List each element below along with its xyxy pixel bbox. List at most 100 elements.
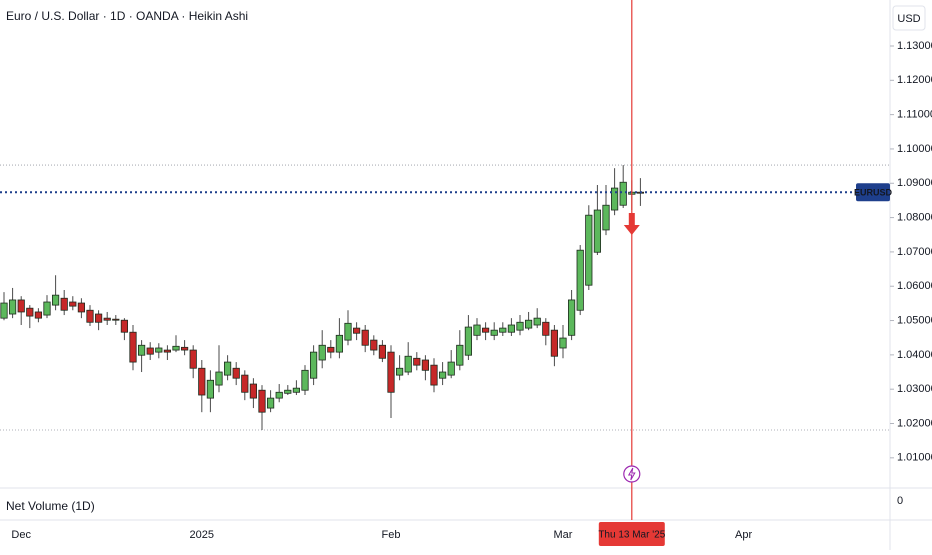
last-price-label: EURUSD xyxy=(854,188,893,198)
y-tick-label: 1.11000 xyxy=(897,109,932,121)
candle-body xyxy=(86,309,94,323)
candle-body xyxy=(559,337,567,349)
volume-title: Net Volume (1D) xyxy=(6,499,95,513)
candle-body xyxy=(413,357,421,366)
candle-body xyxy=(395,367,404,376)
candle-body xyxy=(284,389,292,394)
candle-body xyxy=(481,327,490,333)
candle-body xyxy=(473,324,481,336)
candle-body xyxy=(352,327,361,334)
candle-body xyxy=(0,302,8,319)
candle-body xyxy=(52,294,60,306)
candle-body xyxy=(137,344,146,356)
candle-body xyxy=(223,361,232,376)
y-tick-label: 1.08000 xyxy=(897,211,932,223)
candle-body xyxy=(95,313,103,323)
candle-body xyxy=(576,249,584,311)
candle-body xyxy=(456,344,464,366)
candle-body xyxy=(180,346,189,351)
candle-body xyxy=(378,344,387,359)
candle-body xyxy=(525,319,533,329)
candle-body xyxy=(447,361,455,376)
candle-body xyxy=(129,331,137,363)
candle-body xyxy=(120,319,128,333)
candle-body xyxy=(155,347,163,353)
candle-body xyxy=(206,379,214,399)
y-tick-label: 1.03000 xyxy=(897,383,932,395)
currency-label: USD xyxy=(897,13,920,25)
candle-body xyxy=(585,214,593,286)
chart-title: Euro / U.S. Dollar · 1D · OANDA · Heikin… xyxy=(6,9,248,23)
candle-body xyxy=(516,321,524,331)
sell-arrow xyxy=(623,213,640,235)
candle-body xyxy=(499,327,507,333)
candle-body xyxy=(301,369,309,391)
candle-body xyxy=(507,324,516,333)
y-tick-label: 1.01000 xyxy=(897,452,932,464)
x-tick-label: Dec xyxy=(11,529,31,541)
event-bolt xyxy=(627,467,636,481)
candle-body xyxy=(550,329,559,357)
candle-body xyxy=(189,349,197,369)
candle-body xyxy=(215,371,223,386)
x-tick-label: Feb xyxy=(382,529,401,541)
candle-body xyxy=(198,367,206,396)
candle-body xyxy=(34,311,43,319)
candle-body xyxy=(593,209,602,253)
candle-body xyxy=(430,364,438,386)
candle-body xyxy=(602,204,610,231)
candle-body xyxy=(344,322,352,341)
candle-body xyxy=(146,347,154,355)
candle-body xyxy=(542,321,550,336)
candle-body xyxy=(335,334,344,353)
candle-body xyxy=(232,367,240,379)
candle-body xyxy=(43,301,51,316)
candle-body xyxy=(103,317,111,321)
candle-body xyxy=(568,299,576,336)
y-tick-label: 1.09000 xyxy=(897,177,932,189)
candle-body xyxy=(241,374,249,393)
crosshair-date-badge xyxy=(598,522,665,546)
candle-body xyxy=(464,326,473,356)
candle-body xyxy=(60,297,68,311)
y-tick-label: 1.06000 xyxy=(897,280,932,292)
candle-body xyxy=(249,383,257,399)
candle-body xyxy=(275,391,283,399)
y-tick-label: 1.10000 xyxy=(897,143,932,155)
candle-body xyxy=(438,371,447,379)
currency-button[interactable] xyxy=(892,5,926,31)
candle-body xyxy=(490,329,498,336)
candle-body xyxy=(292,387,301,393)
y-tick-label: 1.04000 xyxy=(897,349,932,361)
candle-body xyxy=(17,299,25,313)
candle-body xyxy=(309,351,318,379)
y-tick-label: 1.13000 xyxy=(897,40,932,52)
candle-body xyxy=(327,346,335,353)
y-tick-label: 1.02000 xyxy=(897,417,932,429)
event-icon xyxy=(623,465,641,483)
candle-body xyxy=(172,345,180,351)
candle-body xyxy=(404,355,412,373)
x-tick-label: 2025 xyxy=(190,529,214,541)
y-tick-label: 1.07000 xyxy=(897,246,932,258)
candle-body xyxy=(258,389,266,413)
volume-tick-label: 0 xyxy=(897,495,903,507)
x-tick-label: Apr xyxy=(735,529,752,541)
candle-body xyxy=(370,339,378,351)
last-price-badge xyxy=(856,183,890,202)
x-tick-label: Mar xyxy=(554,529,573,541)
candle-body xyxy=(77,302,85,313)
candle-body xyxy=(611,187,619,211)
candle-body xyxy=(421,359,430,371)
y-tick-label: 1.05000 xyxy=(897,314,932,326)
candle-body xyxy=(619,181,627,206)
candle-body xyxy=(387,351,395,393)
candle-body xyxy=(266,397,275,409)
candle-body xyxy=(361,329,369,346)
candle-body xyxy=(163,349,171,353)
candle-body xyxy=(8,299,17,315)
candle-body xyxy=(26,307,34,317)
y-tick-label: 1.12000 xyxy=(897,74,932,86)
